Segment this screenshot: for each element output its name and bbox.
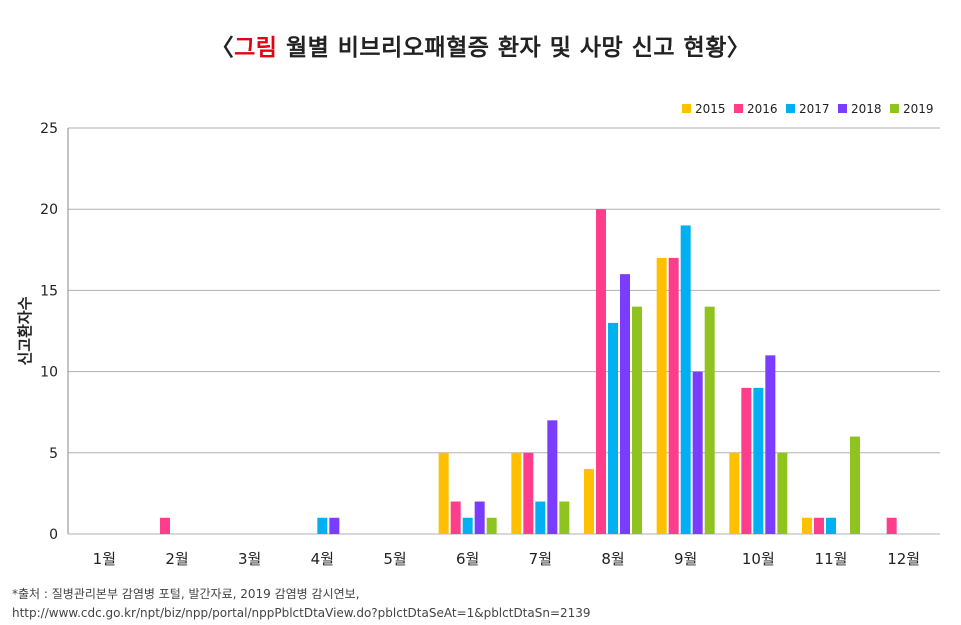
x-tick-label: 1월: [93, 550, 116, 568]
legend-swatch-2015: [682, 104, 691, 113]
x-tick-label: 3월: [238, 550, 261, 568]
bar-2016-2: [160, 517, 170, 534]
x-tick-label: 12월: [887, 550, 920, 568]
bar-2015-6: [438, 452, 449, 534]
y-tick-label: 0: [49, 527, 58, 543]
y-tick-label: 20: [40, 202, 58, 218]
bar-2015-7: [511, 452, 522, 534]
bar-2017-10: [753, 387, 764, 534]
bar-2019-7: [559, 501, 570, 534]
title-accent: 그림: [234, 35, 278, 61]
legend-swatch-2017: [786, 104, 795, 113]
bar-2015-9: [656, 257, 667, 534]
y-axis-label: 신고환자수: [16, 296, 34, 365]
legend-swatch-2016: [734, 104, 743, 113]
bar-2018-6: [474, 501, 485, 534]
bar-2016-7: [523, 452, 534, 534]
bar-2017-11: [826, 517, 836, 534]
legend-label-2015: 2015: [695, 102, 726, 116]
legend-label-2018: 2018: [851, 102, 882, 116]
y-tick-label: 15: [40, 283, 58, 299]
x-tick-label: 9월: [674, 550, 697, 568]
y-tick-label: 25: [40, 121, 58, 137]
title-bracket-open: 〈: [210, 35, 235, 61]
legend-swatch-2018: [838, 104, 847, 113]
bar-2019-9: [704, 306, 715, 534]
bar-2018-4: [329, 517, 340, 534]
x-tick-label: 2월: [165, 550, 188, 568]
bar-2016-6: [450, 501, 461, 534]
bar-2019-10: [777, 452, 788, 534]
bar-2015-8: [584, 469, 594, 534]
legend-label-2017: 2017: [799, 102, 830, 116]
bar-2018-7: [547, 420, 558, 534]
bar-2019-6: [486, 517, 497, 534]
bar-2017-8: [608, 322, 618, 534]
bar-2015-10: [729, 452, 740, 534]
legend-label-2016: 2016: [747, 102, 778, 116]
bar-2019-11: [850, 436, 860, 534]
bar-2015-11: [802, 517, 812, 534]
title-bracket-close: 〉: [726, 35, 751, 61]
bar-2016-11: [814, 517, 824, 534]
y-tick-label: 5: [49, 446, 58, 462]
bar-2017-9: [680, 225, 691, 534]
bar-2016-8: [596, 209, 606, 534]
legend-swatch-2019: [890, 104, 899, 113]
bar-2016-9: [668, 257, 679, 534]
x-tick-label: 4월: [311, 550, 334, 568]
bar-2017-4: [317, 517, 328, 534]
title-text: 월별 비브리오패혈증 환자 및 사망 신고 현황: [277, 35, 727, 61]
x-tick-label: 5월: [383, 550, 406, 568]
x-tick-label: 6월: [456, 550, 479, 568]
x-tick-label: 11월: [815, 550, 848, 568]
x-tick-label: 8월: [601, 550, 624, 568]
bar-2016-10: [741, 387, 752, 534]
bar-2019-8: [632, 306, 642, 534]
y-tick-label: 10: [40, 365, 58, 381]
bar-2018-8: [620, 274, 630, 534]
bar-2018-10: [765, 355, 776, 534]
bar-2016-12: [886, 517, 897, 534]
bar-2017-7: [535, 501, 546, 534]
bar-2018-9: [692, 371, 703, 534]
chart-title: 〈그림 월별 비브리오패혈증 환자 및 사망 신고 현황〉: [0, 28, 961, 62]
source-line-1: *출처 : 질병관리본부 감염병 포털, 발간자료, 2019 감염병 감시연보…: [12, 587, 360, 601]
source-note: *출처 : 질병관리본부 감염병 포털, 발간자료, 2019 감염병 감시연보…: [12, 585, 591, 623]
bar-2017-6: [462, 517, 473, 534]
legend-label-2019: 2019: [903, 102, 934, 116]
x-tick-label: 10월: [742, 550, 775, 568]
source-line-2: http://www.cdc.go.kr/npt/biz/npp/portal/…: [12, 606, 591, 620]
x-tick-label: 7월: [529, 550, 552, 568]
